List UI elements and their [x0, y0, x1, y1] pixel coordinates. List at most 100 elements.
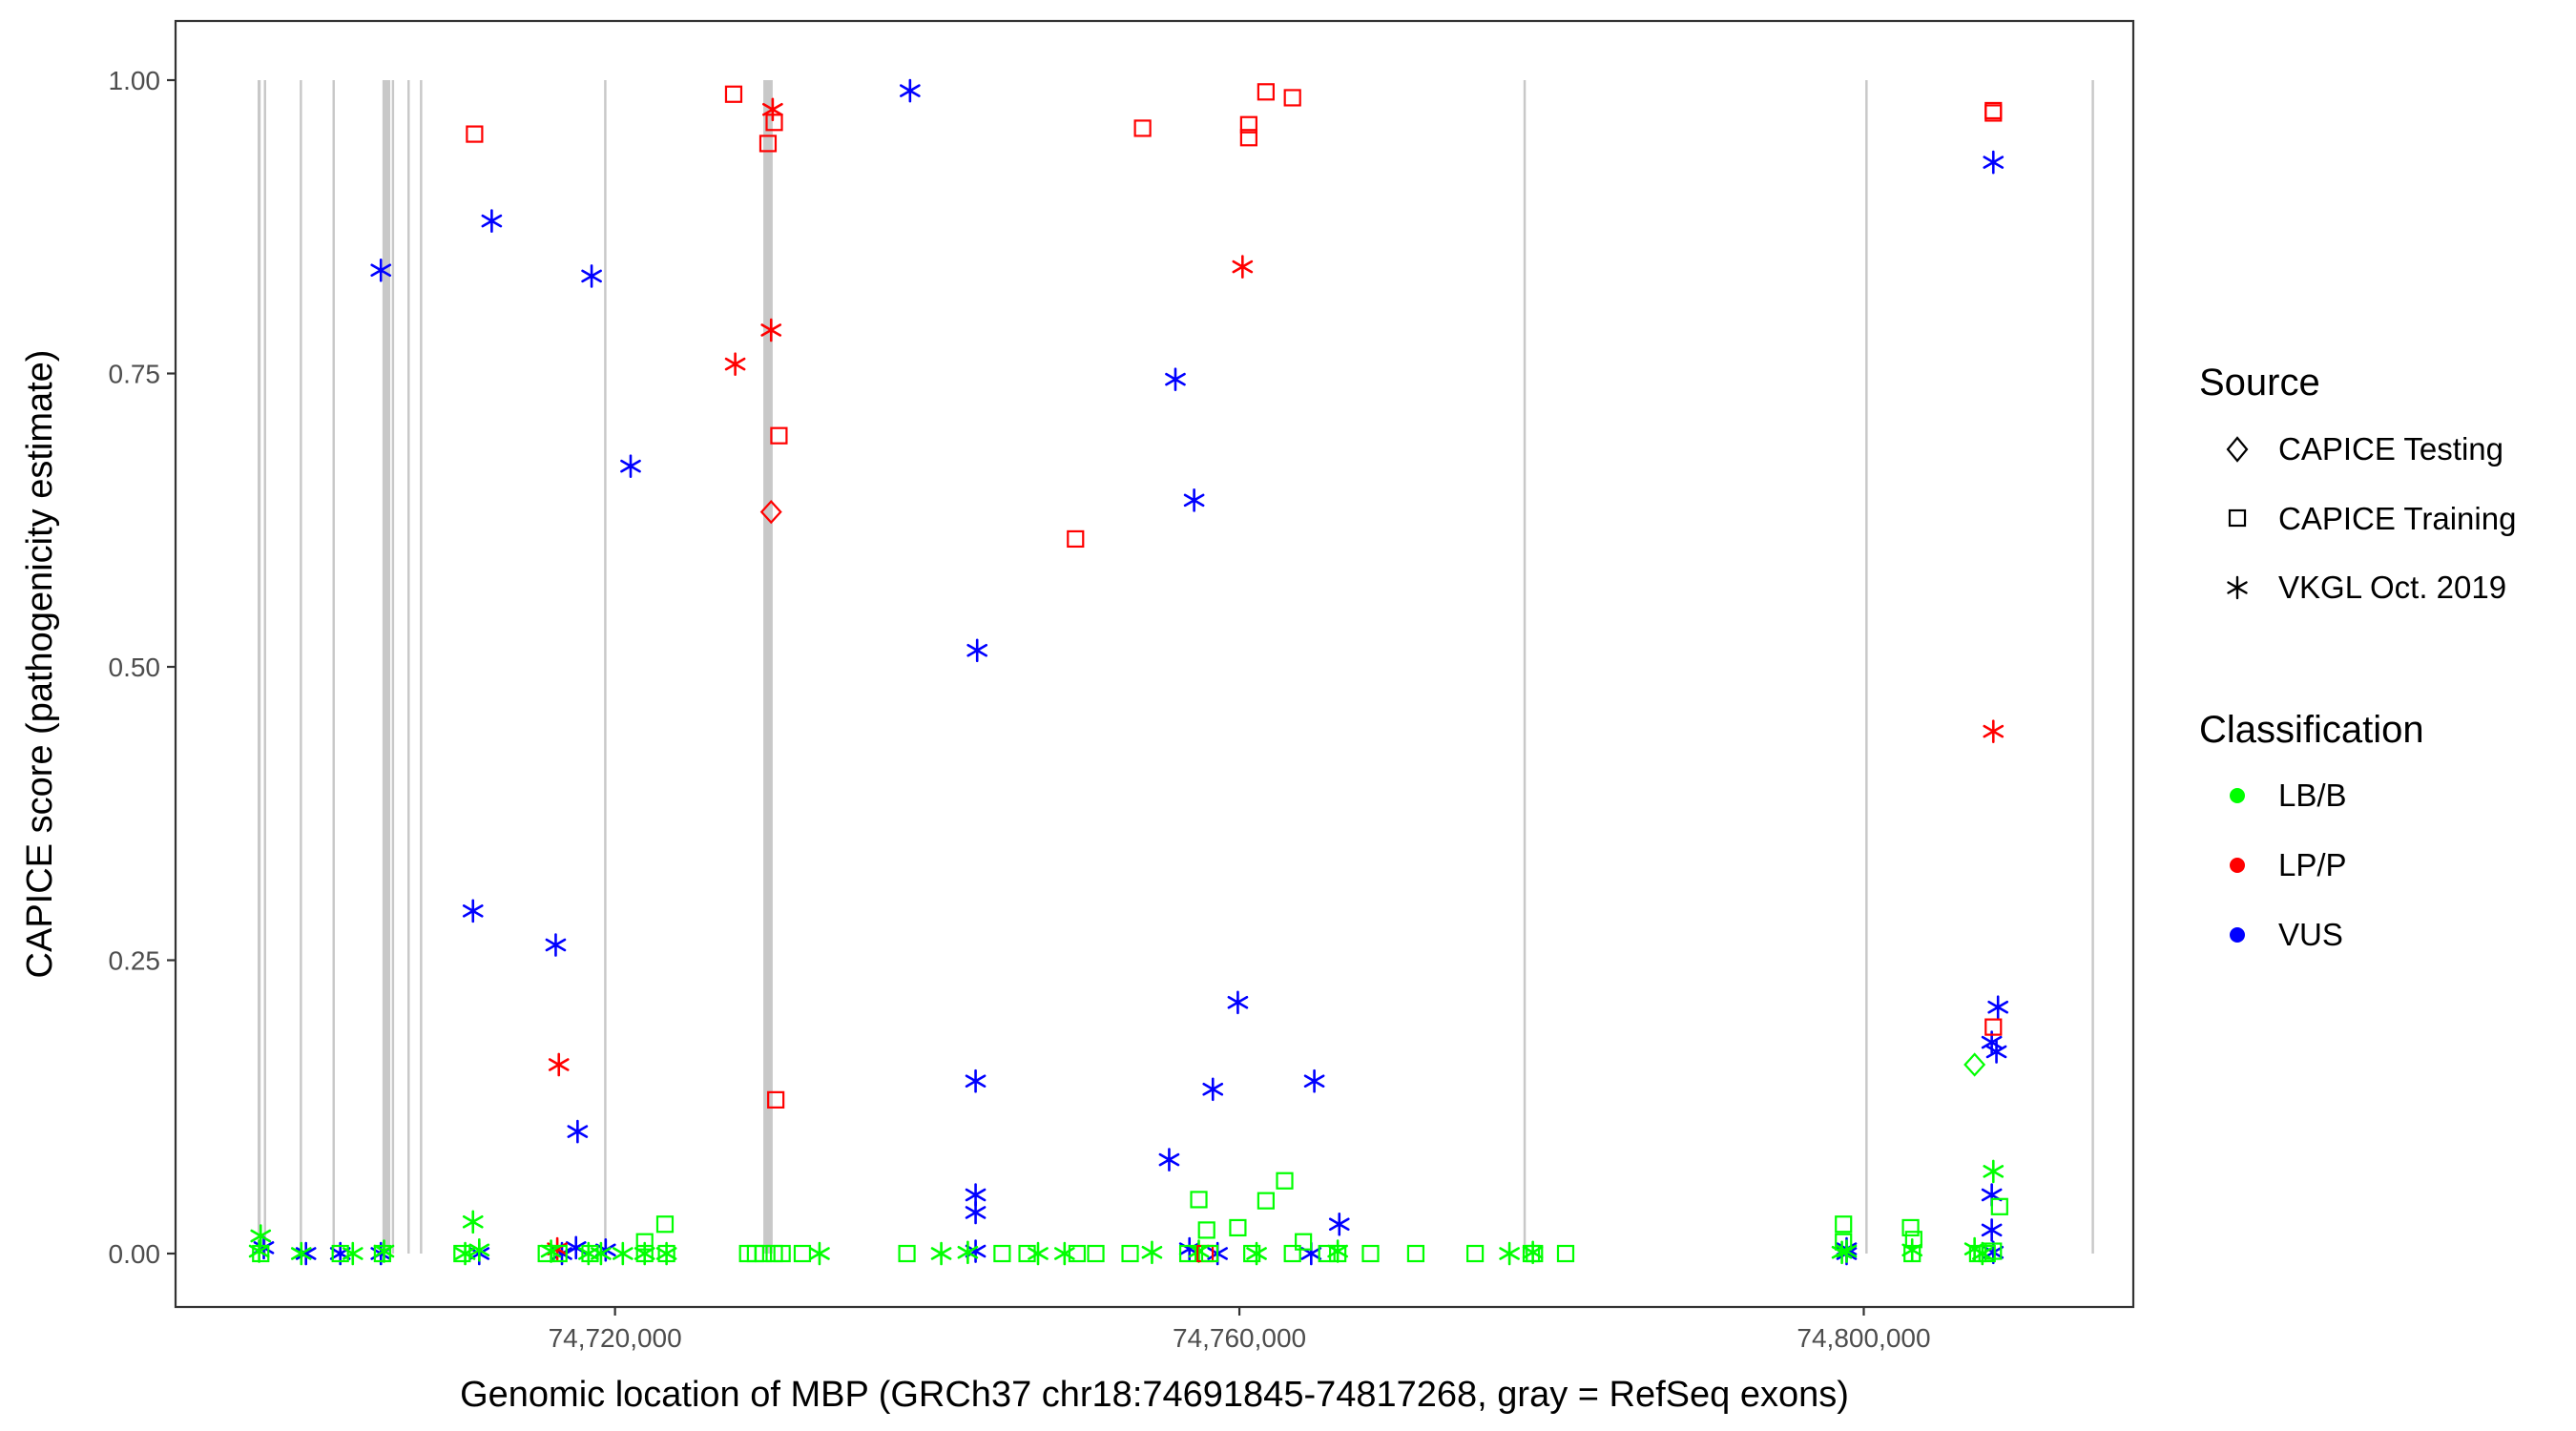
point-vkgl-oct-2019-lp-p [760, 318, 782, 342]
point-capice-training-lb-b [1984, 1242, 2003, 1260]
y-axis-title: CAPICE score (pathogenicity estimate) [20, 350, 60, 979]
point-capice-training-lb-b [252, 1244, 270, 1263]
y-tick-label: 1.00 [109, 66, 161, 95]
legend-item-vus: VUS [2230, 917, 2343, 952]
point-vkgl-oct-2019-vus [370, 258, 392, 282]
point-capice-training-lb-b [793, 1244, 812, 1263]
point-vkgl-oct-2019-vus [1158, 1148, 1180, 1172]
point-capice-training-lb-b [773, 1244, 791, 1263]
point-vkgl-oct-2019-lb-b [1499, 1241, 1520, 1266]
point-capice-training-lb-b [1466, 1244, 1485, 1263]
exon-band [420, 80, 423, 1254]
legend: Source CAPICE Testing CAPICE Training VK… [2199, 362, 2516, 952]
point-capice-training-lp-p [758, 135, 778, 153]
point-vkgl-oct-2019-vus [1227, 990, 1249, 1015]
point-vkgl-oct-2019-lb-b [462, 1210, 484, 1234]
legend-item-lpp: LP/P [2230, 847, 2347, 882]
point-vkgl-oct-2019-lb-b [1836, 1239, 1858, 1263]
point-capice-training-lb-b [1556, 1244, 1575, 1263]
y-tick-label: 0.50 [109, 653, 161, 682]
point-capice-training-lb-b [898, 1244, 916, 1263]
point-vkgl-oct-2019-lb-b [809, 1241, 830, 1266]
point-vkgl-oct-2019-vus [567, 1119, 589, 1144]
exon-band [604, 80, 607, 1254]
exon-band [382, 80, 391, 1254]
legend-lpp-dot [2230, 858, 2245, 873]
point-capice-training-lb-b [1903, 1244, 1922, 1263]
point-vkgl-oct-2019-lb-b [250, 1224, 272, 1248]
point-capice-training-lb-b [1178, 1244, 1197, 1263]
point-capice-training-lb-b [1283, 1244, 1301, 1263]
point-vkgl-oct-2019-lb-b [591, 1241, 612, 1266]
point-capice-training-lp-p [765, 114, 783, 132]
point-vkgl-oct-2019-lb-b [1327, 1239, 1348, 1263]
point-vkgl-oct-2019-vus [900, 78, 921, 103]
point-capice-training-lb-b [1361, 1244, 1380, 1263]
point-capice-training-lb-b [1904, 1231, 1922, 1249]
point-capice-training-lp-p [767, 1090, 785, 1109]
axis-group: 0.00 0.25 0.50 0.75 1.00 74,720,000 74,760,000… [109, 66, 1931, 1353]
point-vkgl-oct-2019-lb-b [468, 1238, 490, 1262]
x-tick-label: 74,720,000 [549, 1323, 682, 1353]
point-capice-training-lb-b [754, 1244, 773, 1263]
point-capice-training-lp-p [1133, 119, 1152, 137]
point-vkgl-oct-2019-vus [1165, 367, 1186, 391]
y-tick-label: 0.25 [109, 946, 161, 976]
legend-label-capice-training: CAPICE Training [2278, 501, 2516, 536]
point-vkgl-oct-2019-lb-b [1188, 1239, 1210, 1263]
legend-label-lpp: LP/P [2278, 847, 2347, 882]
point-capice-training-lb-b [1990, 1197, 2008, 1215]
point-vkgl-oct-2019-lb-b [957, 1240, 979, 1265]
point-capice-training-lp-p [1239, 129, 1257, 147]
point-capice-training-lb-b [331, 1244, 349, 1263]
point-vkgl-oct-2019-vus [1328, 1212, 1350, 1236]
point-capice-training-lb-b [1257, 1192, 1275, 1210]
exon-band-group [257, 80, 2094, 1254]
point-vkgl-oct-2019-vus [965, 1068, 987, 1093]
point-capice-training-lb-b [1197, 1221, 1215, 1239]
point-capice-training-lp-p [1283, 89, 1301, 107]
point-vkgl-oct-2019-vus [1981, 1218, 2003, 1242]
point-capice-training-lb-b [1276, 1172, 1294, 1190]
point-capice-training-lp-p [1067, 529, 1085, 549]
legend-asterisk-symbol [2227, 575, 2248, 600]
point-vkgl-oct-2019-vus [1183, 488, 1205, 512]
point-vkgl-oct-2019-lp-p [1232, 255, 1254, 279]
legend-label-capice-testing: CAPICE Testing [2278, 431, 2503, 467]
point-vkgl-oct-2019-lb-b [612, 1241, 634, 1266]
point-capice-training-lb-b [373, 1244, 391, 1263]
x-tick-label: 74,800,000 [1797, 1323, 1930, 1353]
point-vkgl-oct-2019-vus [1202, 1077, 1224, 1102]
point-vkgl-oct-2019-lp-p [762, 97, 783, 122]
legend-label-lbb: LB/B [2278, 778, 2347, 813]
legend-item-vkgl: VKGL Oct. 2019 [2227, 570, 2506, 605]
legend-square-symbol [2228, 508, 2247, 528]
exon-band [391, 80, 395, 1254]
point-capice-training-lb-b [1329, 1244, 1347, 1263]
point-capice-training-lp-p [466, 125, 484, 143]
point-capice-testing-lb-b [1963, 1052, 1986, 1077]
point-capice-training-lb-b [1835, 1233, 1853, 1251]
y-tick-label: 0.00 [109, 1239, 161, 1269]
point-vkgl-oct-2019-lb-b [1141, 1240, 1163, 1265]
exon-band [1865, 80, 1868, 1254]
legend-vus-dot [2230, 927, 2245, 943]
point-capice-training-lb-b [1190, 1191, 1208, 1209]
data-point-group [248, 78, 2009, 1266]
point-capice-training-lb-b [581, 1244, 599, 1263]
legend-item-capice-training: CAPICE Training [2228, 501, 2516, 536]
point-capice-training-lb-b [1835, 1215, 1853, 1234]
exon-band [2091, 80, 2094, 1254]
point-capice-training-lb-b [550, 1244, 568, 1263]
point-vkgl-oct-2019-lb-b [1053, 1241, 1075, 1266]
point-capice-testing-lp-p [759, 500, 782, 525]
point-vkgl-oct-2019-vus [462, 899, 484, 923]
exon-band [407, 80, 410, 1254]
point-capice-training-lb-b [453, 1244, 471, 1263]
legend-item-lbb: LB/B [2230, 778, 2347, 813]
point-capice-training-lb-b [1978, 1244, 1996, 1263]
point-capice-training-lp-p [724, 85, 743, 103]
exon-band [300, 80, 302, 1254]
legend-lbb-dot [2230, 788, 2245, 803]
exon-band [1523, 80, 1527, 1254]
